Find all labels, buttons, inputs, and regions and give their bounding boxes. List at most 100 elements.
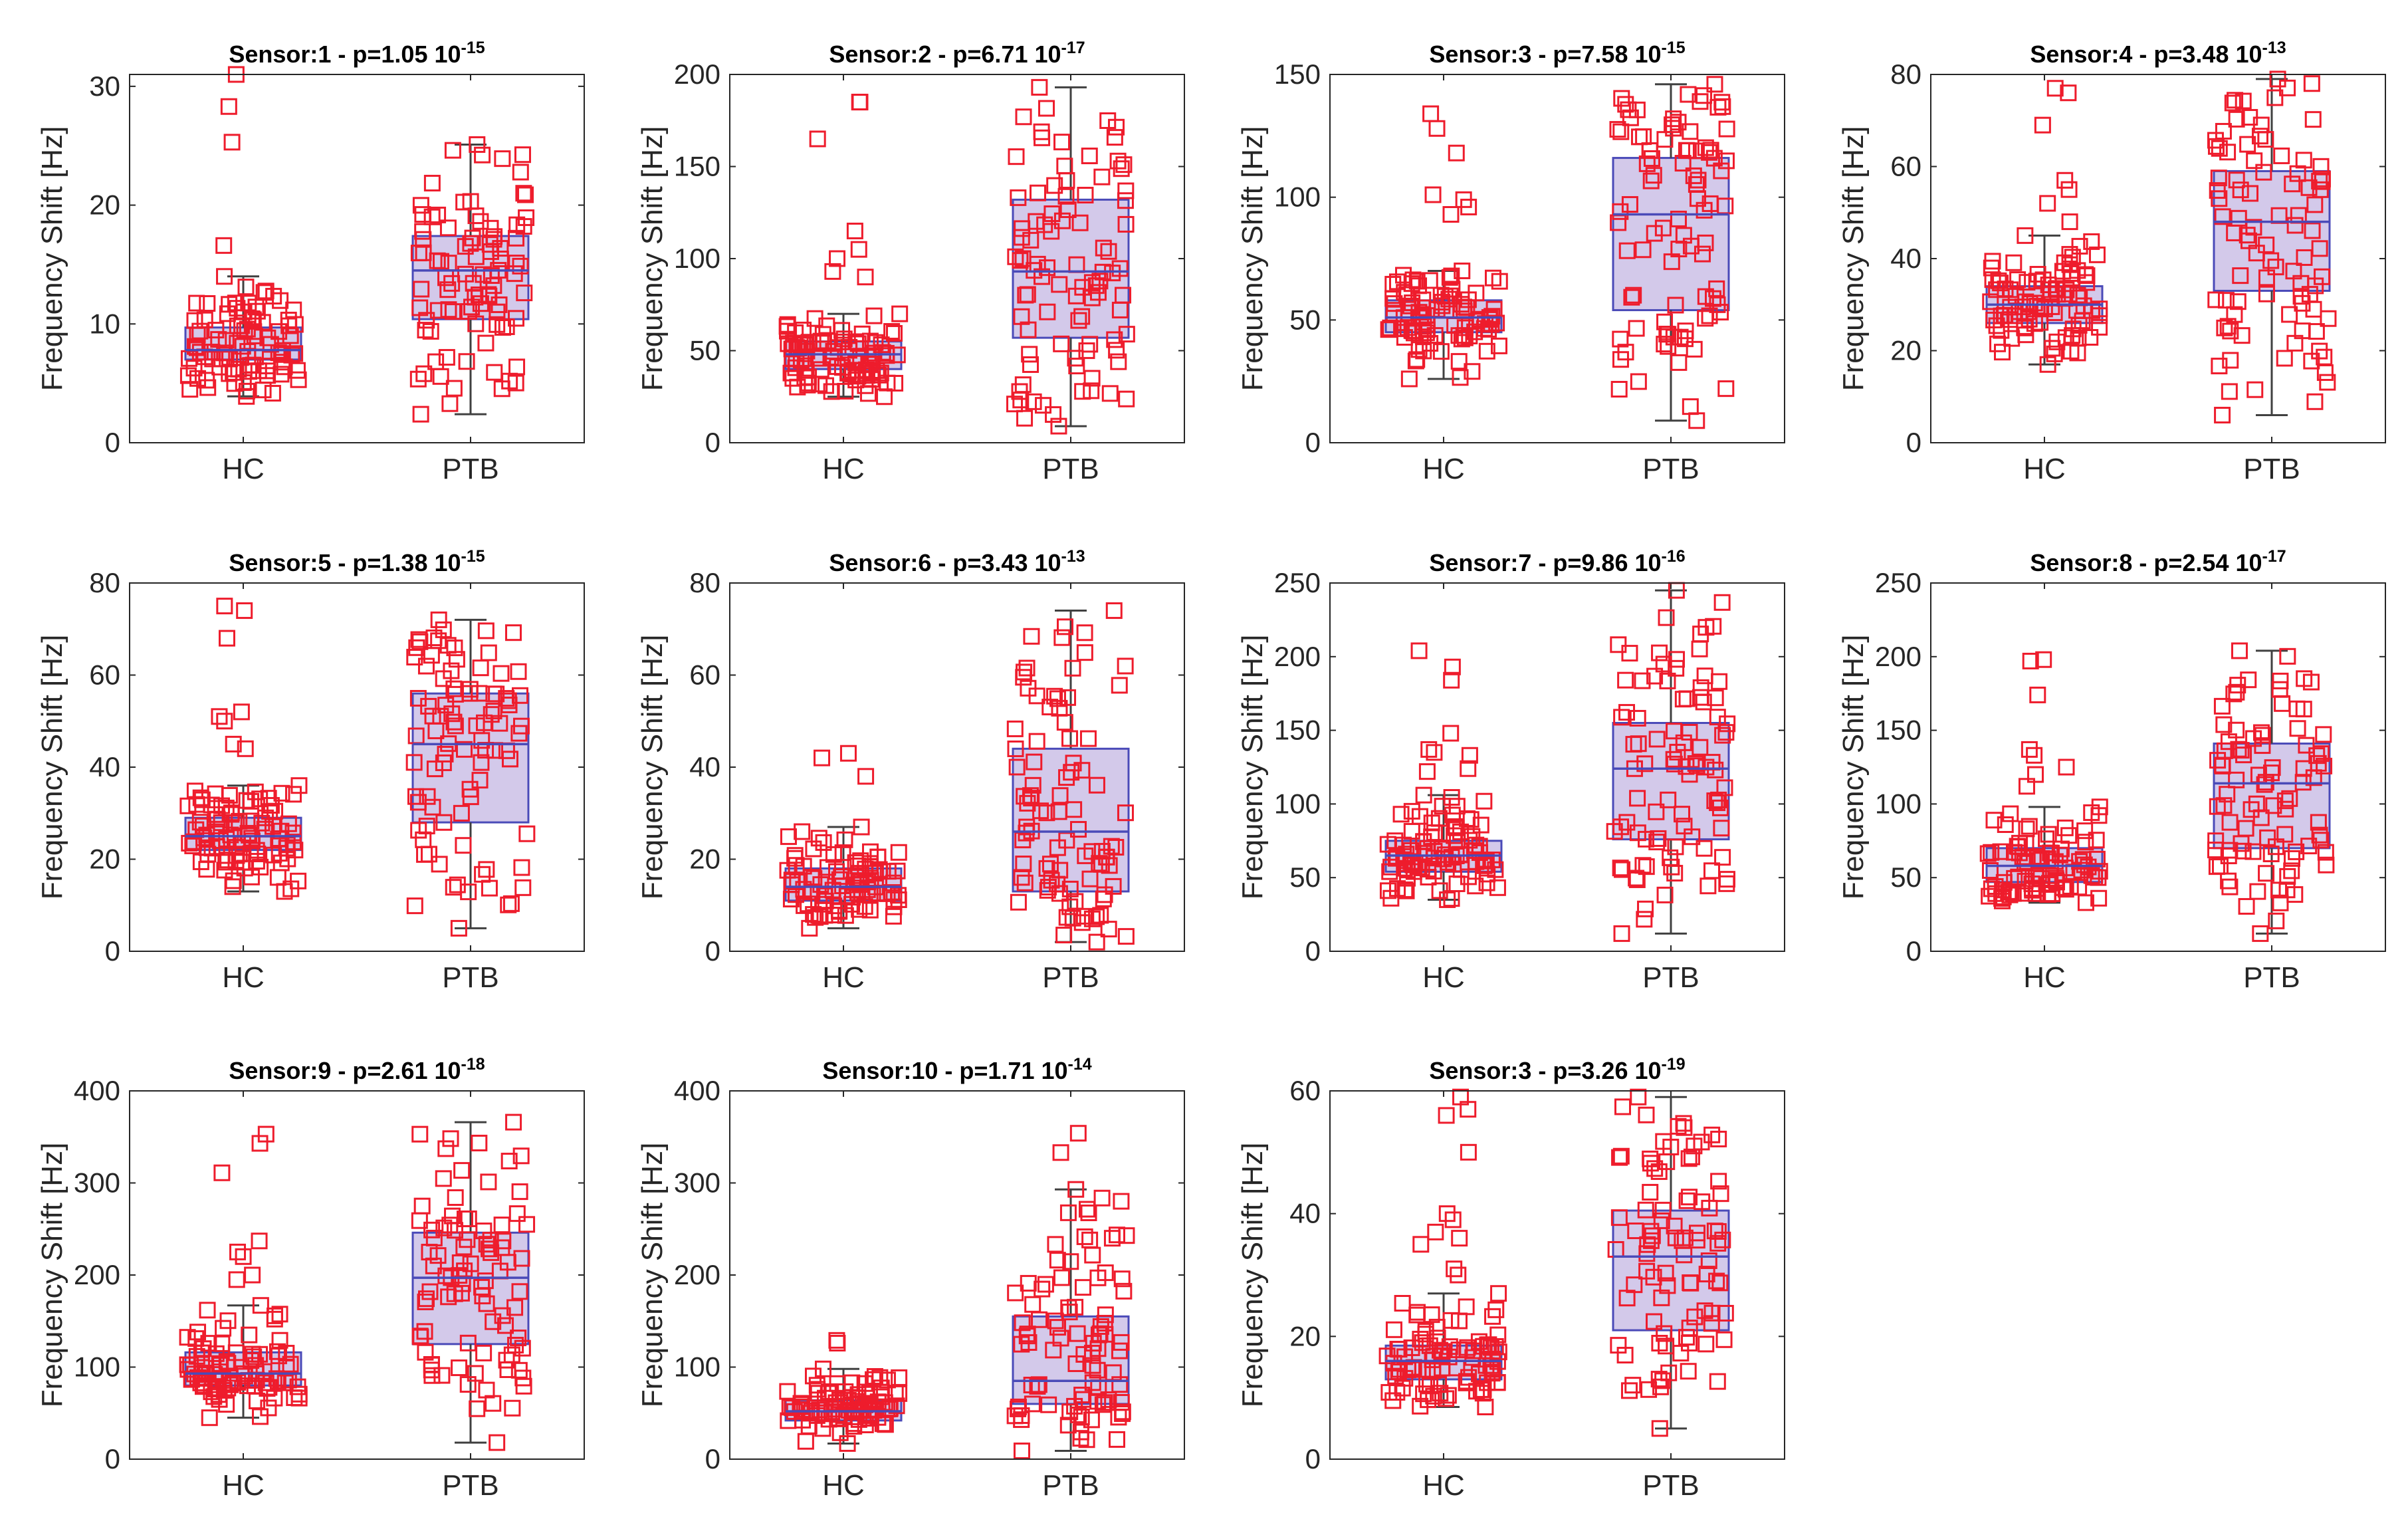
- data-point: [1083, 1411, 1100, 1429]
- data-point: [507, 374, 524, 392]
- data-point: [2039, 876, 2056, 893]
- data-point: [1074, 383, 1091, 400]
- data-point: [1450, 353, 1468, 370]
- data-point-outlier: [1444, 658, 1461, 675]
- data-point: [2016, 319, 2033, 336]
- y-tick-label: 50: [1890, 862, 1921, 893]
- data-point: [861, 901, 879, 919]
- data-point: [409, 794, 427, 811]
- y-tick-label: 20: [1289, 1320, 1321, 1351]
- data-point: [1443, 789, 1460, 806]
- data-point-outlier: [237, 740, 254, 757]
- data-point: [2312, 158, 2330, 175]
- data-point: [469, 1400, 486, 1417]
- data-point: [1395, 267, 1412, 284]
- data-point: [423, 647, 440, 664]
- data-point-outlier: [223, 134, 241, 151]
- data-point: [289, 1378, 306, 1395]
- data-point: [1712, 1185, 1729, 1203]
- data-point: [2077, 834, 2094, 851]
- data-point: [2295, 701, 2312, 718]
- chart-title: Sensor:2 - p=6.71 10-17: [829, 39, 1085, 68]
- data-point: [1103, 1230, 1121, 1247]
- data-point: [2233, 327, 2250, 344]
- data-point: [1100, 243, 1117, 260]
- data-point: [1424, 1362, 1442, 1379]
- data-point: [1487, 861, 1504, 878]
- data-point: [1653, 1289, 1670, 1306]
- data-point-outlier: [2058, 758, 2075, 776]
- data-point: [1612, 203, 1629, 220]
- data-point-outlier: [1426, 744, 1443, 761]
- data-point: [2221, 814, 2239, 831]
- data-point-outlier: [1418, 763, 1436, 780]
- data-point-outlier: [257, 1125, 274, 1143]
- data-point: [186, 312, 203, 329]
- y-tick-label: 50: [689, 335, 720, 366]
- data-point: [1648, 803, 1665, 820]
- data-point: [1013, 1443, 1030, 1460]
- data-point: [1675, 734, 1692, 751]
- data-point: [1650, 1163, 1668, 1180]
- data-point: [1110, 1409, 1127, 1426]
- data-point: [477, 622, 494, 640]
- data-point: [412, 1328, 429, 1345]
- data-point-outlier: [2018, 778, 2035, 795]
- data-point-outlier: [850, 241, 867, 258]
- data-point: [1115, 1282, 1133, 1300]
- data-point: [457, 265, 475, 283]
- p-value-exponent: -19: [1662, 1055, 1686, 1074]
- data-point: [1108, 1431, 1125, 1448]
- data-point: [1067, 350, 1084, 367]
- data-point: [2312, 181, 2329, 198]
- data-point: [1087, 277, 1105, 294]
- data-point: [2268, 912, 2285, 929]
- data-point: [1053, 1269, 1070, 1286]
- data-point: [437, 1140, 455, 1157]
- data-point: [1088, 933, 1105, 951]
- data-point: [2064, 327, 2081, 344]
- data-point: [2060, 827, 2078, 844]
- data-point-outlier: [2046, 80, 2064, 97]
- data-point: [239, 1377, 257, 1395]
- data-point: [2006, 307, 2023, 324]
- data-point: [2210, 170, 2227, 187]
- data-point: [1656, 1325, 1673, 1342]
- data-point: [1057, 187, 1075, 205]
- data-point: [1084, 1357, 1101, 1374]
- data-point: [1653, 1212, 1670, 1229]
- data-point: [494, 150, 511, 168]
- data-point: [800, 334, 818, 351]
- x-category-label: PTB: [442, 1469, 499, 1502]
- y-tick-label: 200: [74, 1259, 120, 1290]
- data-point: [2269, 70, 2286, 88]
- data-point: [515, 218, 532, 235]
- data-point: [1043, 205, 1061, 222]
- data-point: [266, 1310, 283, 1328]
- data-point-outlier: [216, 598, 233, 615]
- y-tick-label: 20: [689, 844, 720, 875]
- data-point: [2222, 322, 2239, 340]
- data-point: [1063, 764, 1080, 781]
- data-point: [1717, 152, 1735, 170]
- data-point: [1654, 219, 1672, 237]
- data-point: [2060, 285, 2078, 302]
- data-point: [2040, 826, 2057, 843]
- data-point: [511, 1283, 528, 1300]
- data-point: [500, 896, 517, 913]
- data-point: [505, 1113, 522, 1131]
- data-point: [1014, 1314, 1031, 1332]
- data-point: [207, 322, 225, 339]
- data-point: [825, 846, 842, 863]
- data-point: [1012, 392, 1030, 409]
- y-tick-label: 0: [1906, 935, 1921, 967]
- data-point: [781, 1399, 798, 1416]
- data-point: [405, 754, 423, 771]
- data-point: [477, 334, 494, 352]
- chart-panel: Sensor:7 - p=9.86 10-16 Frequency Shift […: [1236, 547, 1785, 994]
- data-point: [1100, 921, 1117, 938]
- data-point: [1688, 176, 1705, 193]
- data-point: [1614, 861, 1631, 878]
- chart-panel: Sensor:3 - p=3.26 10-19 Frequency Shift […: [1236, 1055, 1785, 1502]
- data-point: [844, 362, 861, 379]
